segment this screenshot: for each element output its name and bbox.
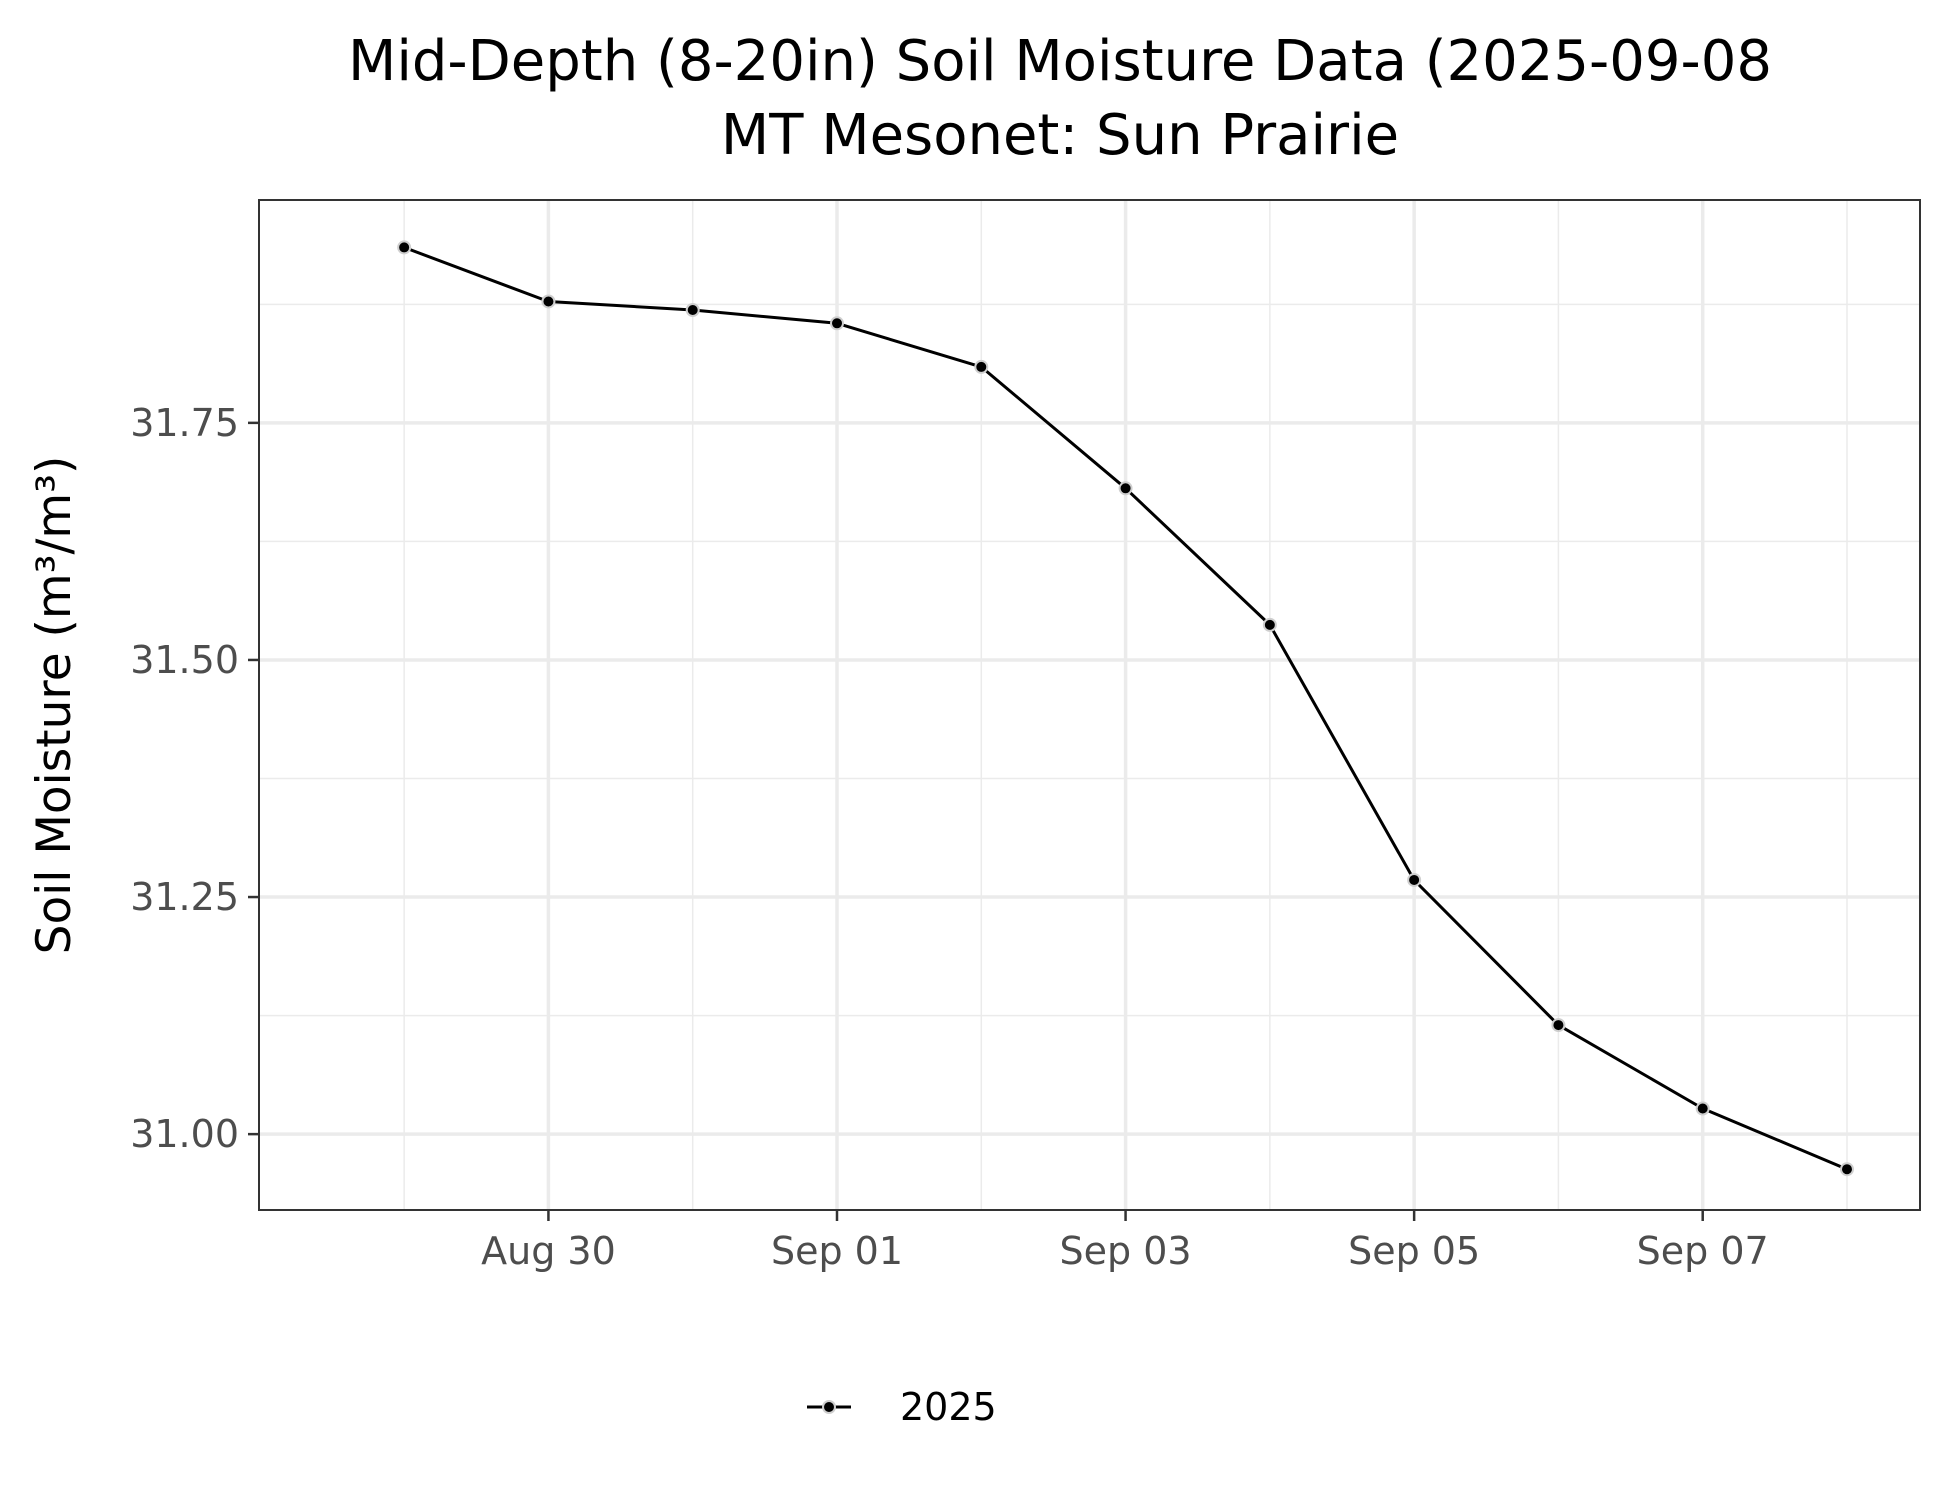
plot-panel-border	[258, 199, 1921, 1211]
data-point	[685, 303, 700, 318]
y-axis-title: Soil Moisture (m³/m³)	[27, 456, 82, 955]
x-tick-label: Sep 07	[1637, 1229, 1769, 1273]
legend-label-2025: 2025	[900, 1385, 997, 1429]
data-point	[1118, 481, 1133, 496]
data-point	[1262, 617, 1277, 632]
legend: 2025	[807, 1385, 997, 1429]
data-point	[974, 359, 989, 374]
x-tick-label: Aug 30	[481, 1229, 616, 1273]
y-tick-label: 31.00	[130, 1112, 239, 1156]
y-tick-label: 31.25	[130, 875, 239, 919]
axes: Aug 30 Sep 01 Sep 03 Sep 05 Sep 07 31.00 31.25…	[130, 401, 1769, 1273]
y-tick-label: 31.50	[130, 638, 239, 682]
x-tick-label: Sep 03	[1060, 1229, 1192, 1273]
y-tick-label: 31.75	[130, 401, 239, 445]
x-tick-label: Sep 01	[771, 1229, 903, 1273]
data-point	[1839, 1162, 1854, 1177]
chart-title: Mid-Depth (8-20in) Soil Moisture Data (2…	[348, 29, 1772, 94]
legend-point-swatch	[822, 1400, 836, 1414]
series-layer	[397, 240, 1854, 1177]
data-point	[1551, 1018, 1566, 1033]
data-point	[1407, 872, 1422, 887]
data-point	[397, 240, 412, 255]
data-point	[541, 294, 556, 309]
data-point	[830, 316, 845, 331]
grid	[259, 200, 1920, 1210]
x-tick-label: Sep 05	[1348, 1229, 1480, 1273]
data-point	[1695, 1101, 1710, 1116]
chart-subtitle: MT Mesonet: Sun Prairie	[721, 103, 1399, 168]
